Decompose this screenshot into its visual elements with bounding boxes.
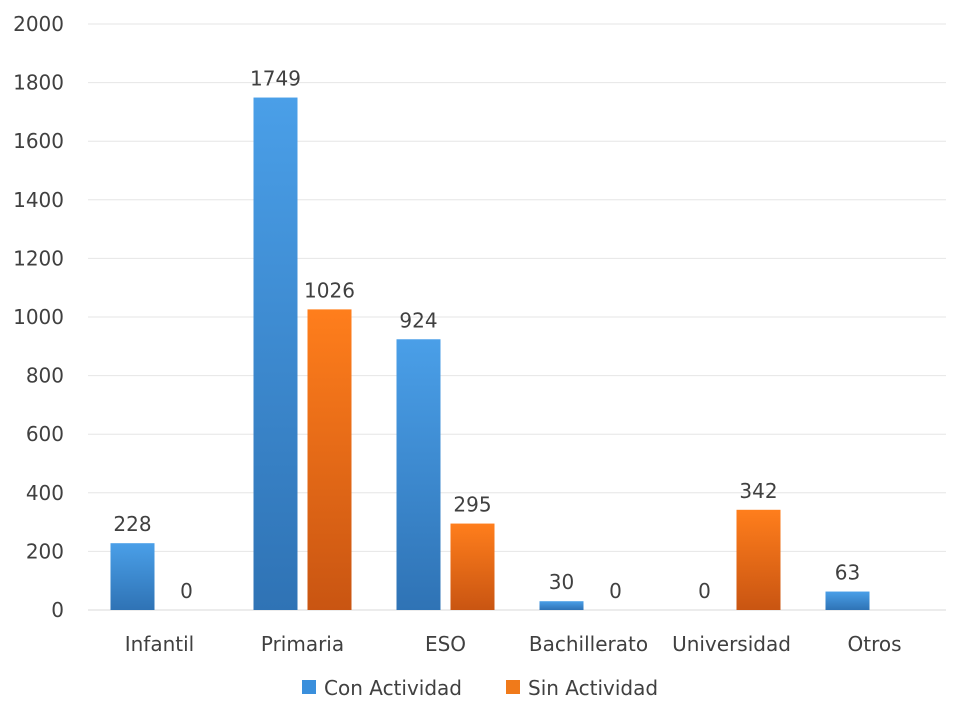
y-tick-label: 1000 [13,305,64,329]
y-tick-label: 200 [26,539,64,563]
bar-sin-actividad-primaria [307,309,352,610]
bar-sin-actividad-universidad [736,509,781,610]
bar-con-actividad-primaria [253,97,298,611]
x-category-label: ESO [425,632,466,656]
y-tick-label: 800 [26,364,64,388]
data-label: 924 [399,308,437,332]
legend-swatch [506,680,520,694]
data-label: 63 [835,561,860,585]
bar-con-actividad-eso [396,339,441,610]
y-tick-label: 1400 [13,188,64,212]
y-tick-label: 600 [26,422,64,446]
y-tick-label: 400 [26,481,64,505]
bar-con-actividad-bachillerato [539,601,584,610]
x-category-label: Universidad [672,632,791,656]
x-category-label: Primaria [261,632,344,656]
y-axis: 0 200 400 600 800 1000 1200 1400 1600 1800 2000 [13,12,64,622]
y-tick-label: 1600 [13,129,64,153]
y-tick-label: 1200 [13,246,64,270]
y-tick-label: 2000 [13,12,64,36]
legend: Con Actividad Sin Actividad [302,676,658,700]
y-tick-label: 0 [51,598,64,622]
x-axis: Infantil Primaria ESO Bachillerato Universid… [125,632,902,656]
x-category-label: Bachillerato [529,632,648,656]
x-category-label: Otros [847,632,901,656]
data-label: 1749 [250,67,301,91]
bar-con-actividad-infantil [110,543,155,610]
gridlines [88,23,946,611]
bar-con-actividad-otros [825,591,870,610]
data-label: 0 [698,579,711,603]
data-label: 228 [113,512,151,536]
data-label: 0 [609,579,622,603]
data-label: 1026 [304,278,355,302]
data-labels: 228 0 1749 1026 924 295 30 0 0 342 63 [113,67,860,603]
x-category-label: Infantil [125,632,195,656]
data-label: 342 [739,479,777,503]
legend-label: Con Actividad [324,676,462,700]
legend-label: Sin Actividad [528,676,658,700]
data-label: 295 [453,493,491,517]
legend-swatch [302,680,316,694]
data-label: 30 [549,570,574,594]
bar-sin-actividad-eso [450,523,495,610]
bars [110,97,870,611]
data-label: 0 [180,579,193,603]
y-tick-label: 1800 [13,71,64,95]
